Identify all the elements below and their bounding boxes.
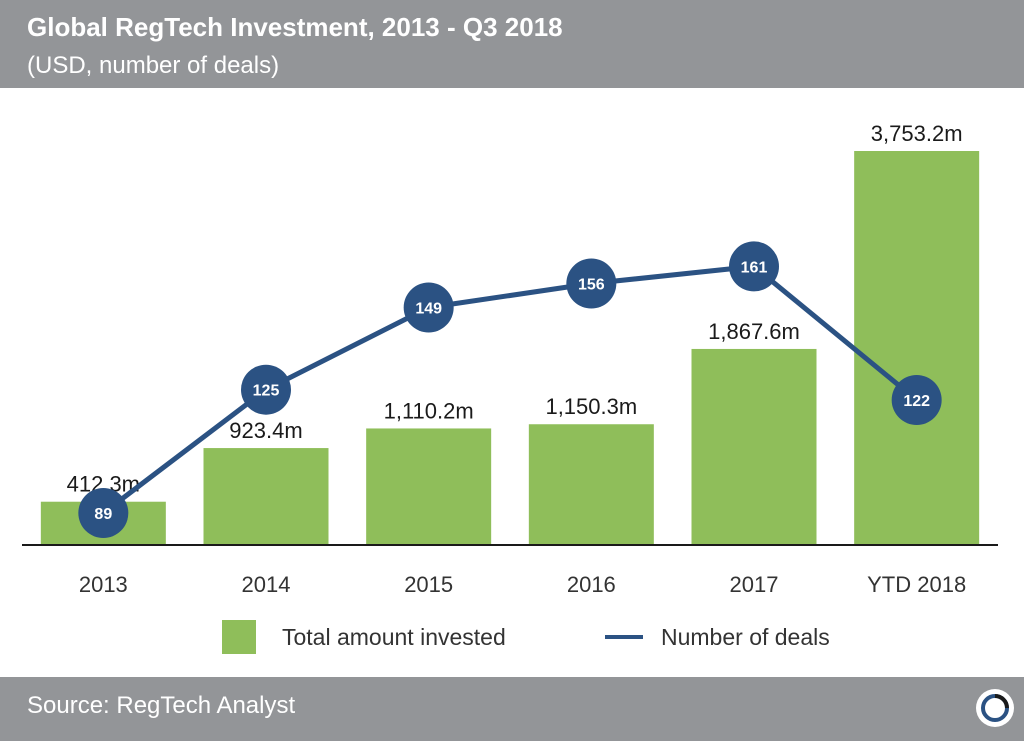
deals-point-label: 122 [903, 393, 930, 410]
bar-value-label: 3,753.2m [871, 121, 963, 146]
bar-value-label: 1,110.2m [384, 398, 474, 423]
legend-line-swatch [605, 635, 643, 639]
bar-2015 [366, 428, 492, 545]
bar-2014 [203, 448, 329, 545]
deals-point [403, 282, 454, 333]
deals-point-label: 125 [253, 383, 280, 400]
bar-2016 [528, 424, 654, 545]
bar-value-label: 1,150.3m [545, 394, 637, 419]
deals-point-label: 89 [94, 506, 112, 523]
deals-point [566, 258, 617, 309]
deals-point-label: 156 [578, 277, 605, 294]
deals-point [241, 364, 291, 415]
legend-bar-swatch [222, 620, 256, 654]
x-tick-label: 2013 [79, 572, 128, 597]
chart-header: Global RegTech Investment, 2013 - Q3 201… [0, 0, 1024, 88]
chart-title: Global RegTech Investment, 2013 - Q3 201… [27, 12, 563, 42]
x-tick-label: 2016 [567, 572, 616, 597]
deals-point-label: 161 [741, 259, 768, 276]
x-tick-label: 2014 [242, 572, 291, 597]
legend-item-number-of-deals: Number of deals [605, 620, 830, 654]
deals-point [78, 488, 129, 538]
chart-subtitle: (USD, number of deals) [27, 52, 280, 79]
deals-line [101, 263, 919, 515]
bar-ytd-2018 [854, 151, 980, 545]
chart-footer: Source: RegTech Analyst [0, 677, 1024, 741]
deals-point [891, 374, 942, 425]
legend-line-label: Number of deals [661, 623, 830, 650]
bar-2017 [691, 348, 817, 545]
x-tick-label: YTD 2018 [867, 572, 966, 597]
bar-value-label: 1,867.6m [708, 319, 800, 344]
x-tick-label: 2017 [730, 572, 779, 597]
x-tick-label: 2015 [404, 572, 453, 597]
deals-point-label: 149 [415, 301, 442, 318]
legend-item-total-invested: Total amount invested [222, 620, 506, 654]
legend-bar-label: Total amount invested [282, 623, 506, 650]
source-note: Source: RegTech Analyst [27, 692, 296, 719]
bar-value-label: 923.4m [229, 418, 302, 443]
ring-logo-icon [976, 689, 1014, 727]
deals-point [729, 241, 779, 292]
